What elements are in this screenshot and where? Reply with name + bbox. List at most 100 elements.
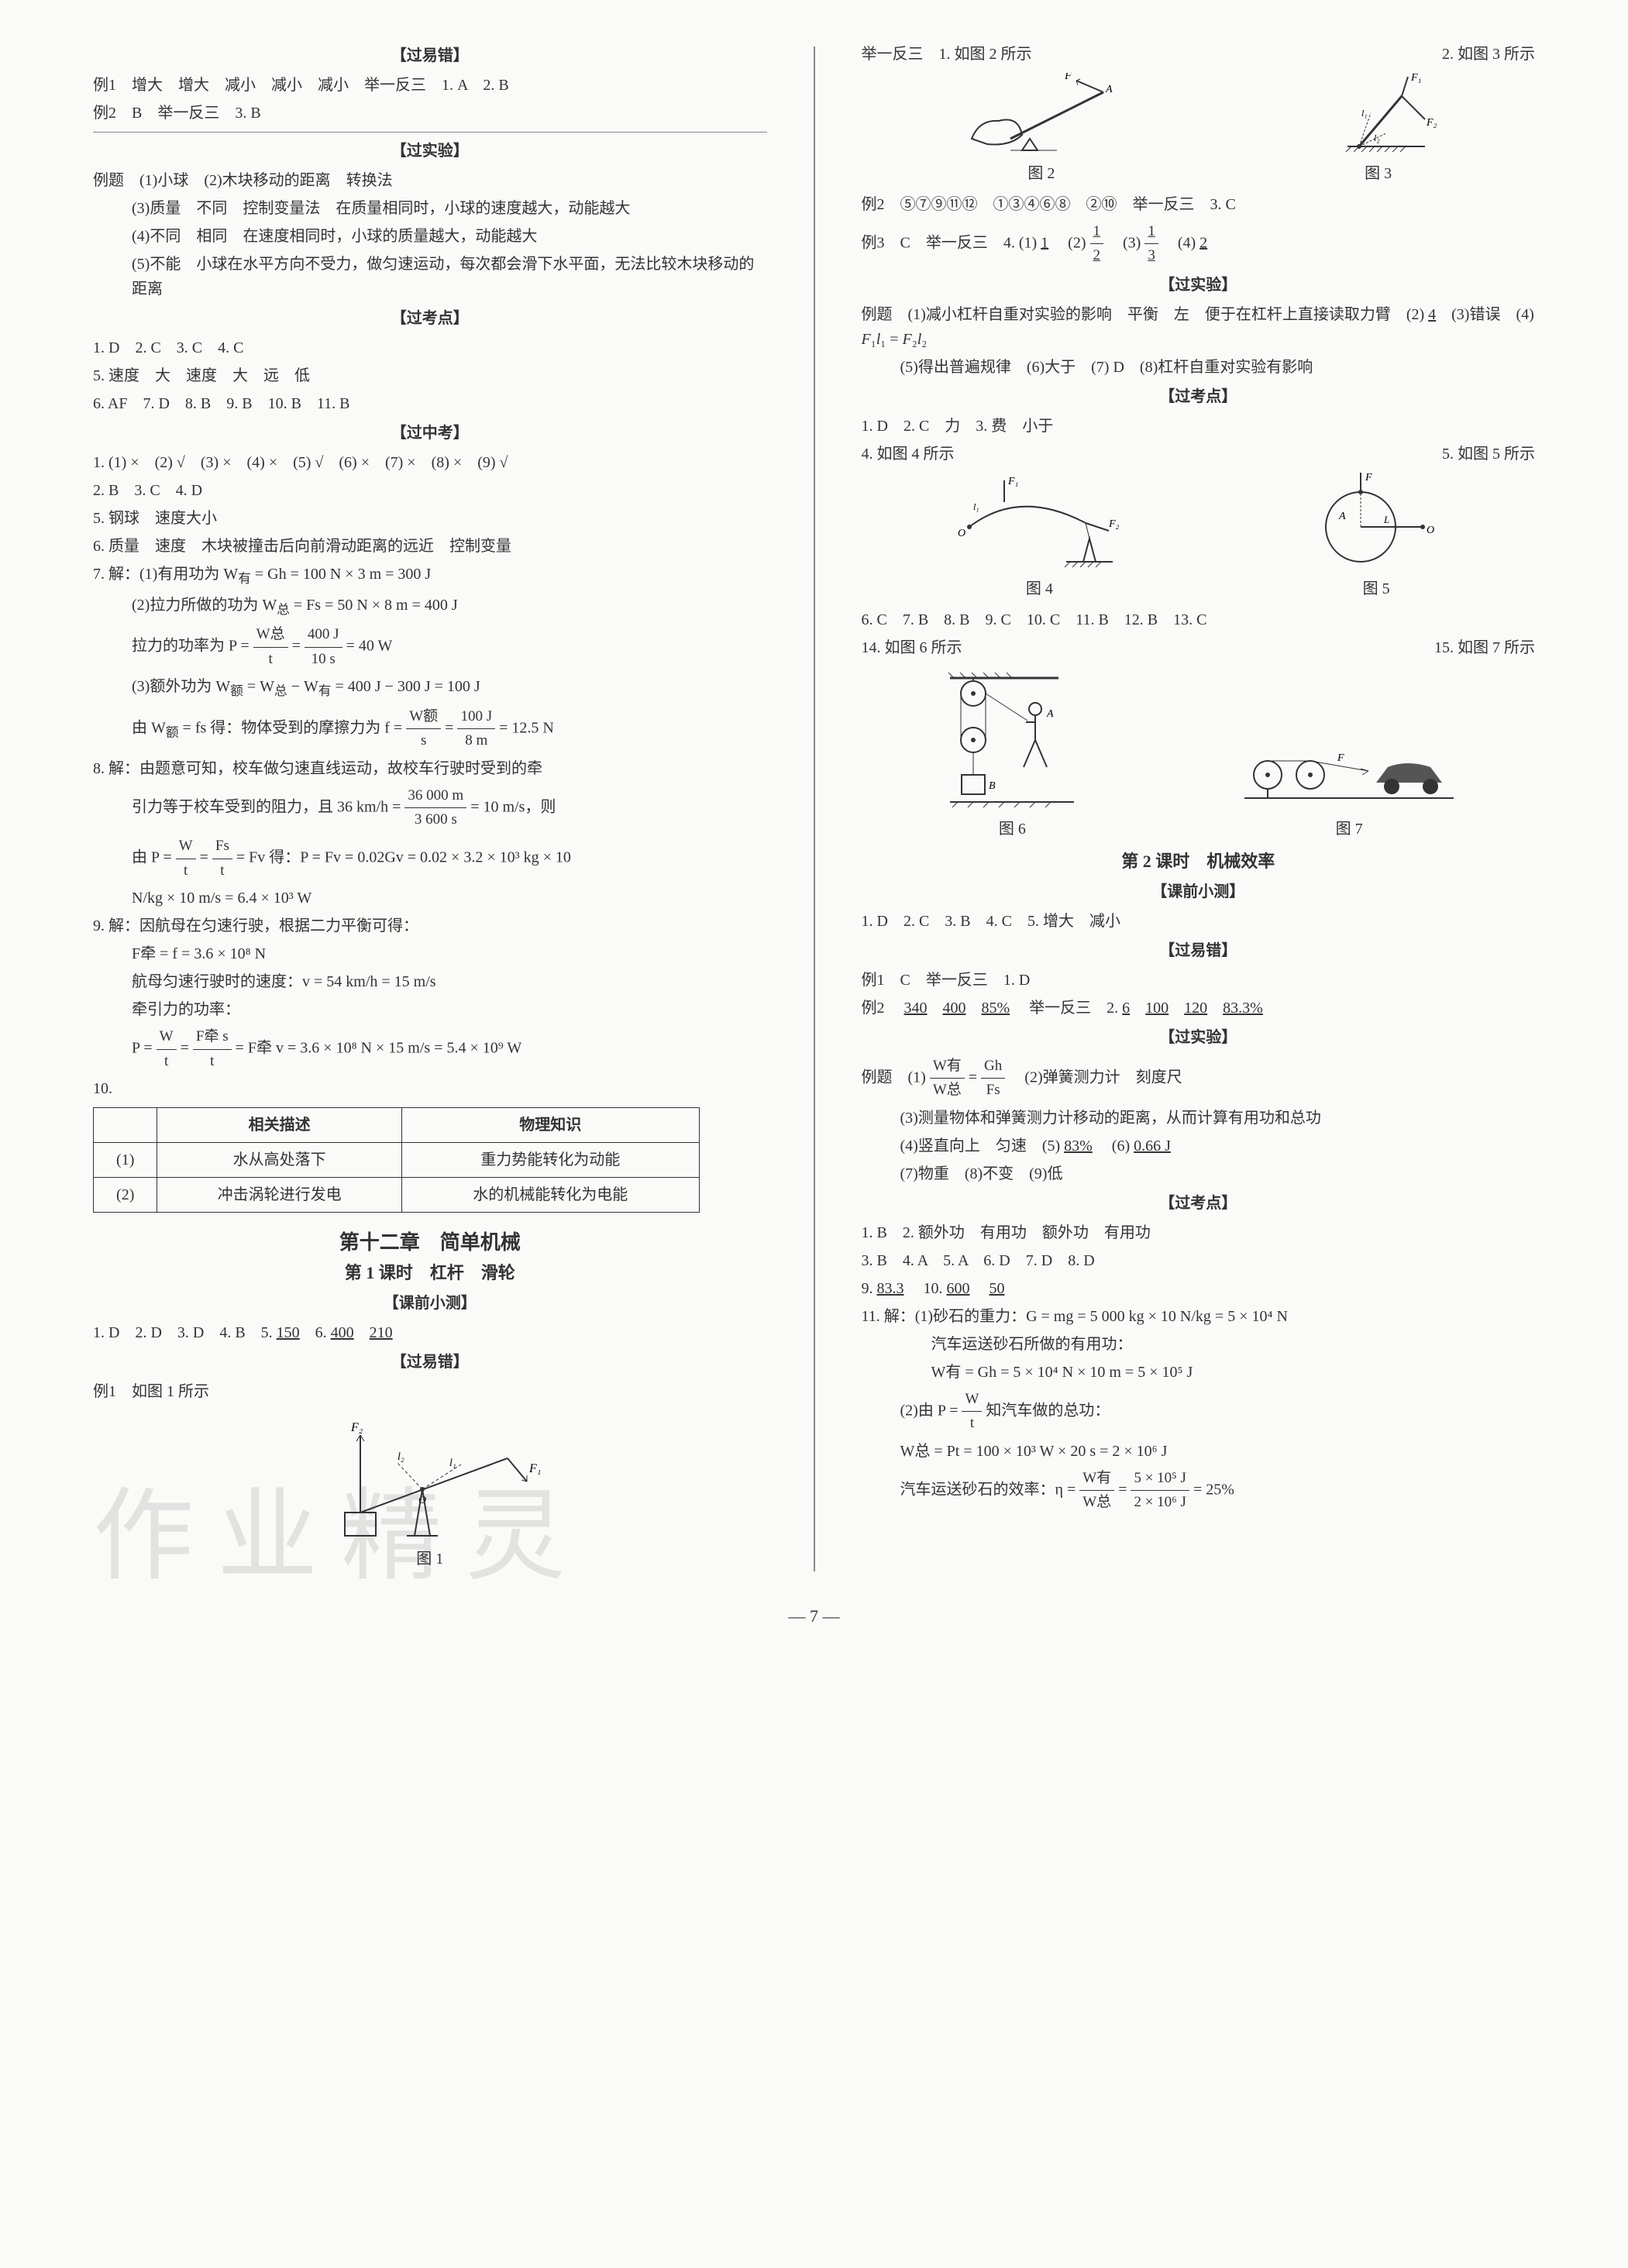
q8-line4: N/kg × 10 m/s = 6.4 × 10³ W bbox=[93, 886, 767, 910]
period-title: 第 1 课时 杠杆 滑轮 bbox=[93, 1259, 767, 1286]
table-row: 相关描述 物理知识 bbox=[94, 1107, 700, 1142]
text-line: W有 = Gh = 5 × 10⁴ N × 10 m = 5 × 10⁵ J bbox=[862, 1360, 1536, 1385]
text bbox=[974, 1280, 990, 1297]
q9-line2: F牵 = f = 3.6 × 10⁸ N bbox=[93, 941, 767, 966]
svg-text:F₂: F₂ bbox=[1108, 518, 1120, 530]
text: (2) bbox=[1052, 234, 1089, 251]
header-guokaodian: 【过考点】 bbox=[93, 306, 767, 331]
text: = F牵 v = 3.6 × 10⁸ N × 15 m/s = 5.4 × 10… bbox=[236, 1040, 522, 1057]
text-line: W总 = Pt = 100 × 10³ W × 20 s = 2 × 10⁶ J bbox=[862, 1439, 1536, 1464]
text: = W bbox=[247, 678, 274, 695]
svg-text:B: B bbox=[989, 780, 996, 792]
text: (2)弹簧测力计 刻度尺 bbox=[1009, 1069, 1182, 1086]
right-column: 举一反三 1. 如图 2 所示 2. 如图 3 所示 F A 图 2 bbox=[862, 39, 1536, 1579]
q7-line2: (2)拉力所做的功为 W总 = Fs = 50 N × 8 m = 400 J bbox=[93, 593, 767, 621]
text: 2. 如图 3 所示 bbox=[1442, 42, 1535, 67]
table-cell: 重力势能转化为动能 bbox=[401, 1142, 699, 1177]
figure-2: F A 图 2 bbox=[956, 73, 1127, 186]
text-line: 汽车运送砂石的效率：η = W有W总 = 5 × 10⁵ J2 × 10⁶ J … bbox=[862, 1467, 1536, 1515]
svg-text:l₁: l₁ bbox=[449, 1458, 456, 1469]
svg-text:O: O bbox=[958, 528, 965, 539]
text-line: (3)质量 不同 控制变量法 在质量相同时，小球的速度越大，动能越大 bbox=[93, 196, 767, 221]
q7-line3: 拉力的功率为 P = W总t = 400 J10 s = 40 W bbox=[93, 623, 767, 671]
text: = Gh = 100 N × 3 m = 300 J bbox=[251, 566, 431, 583]
text: 举一反三 1. 如图 2 所示 bbox=[862, 42, 1032, 67]
text-line: (5)不能 小球在水平方向不受力，做匀速运动，每次都会滑下水平面，无法比较木块移… bbox=[93, 252, 767, 301]
table-cell: 水从高处落下 bbox=[157, 1142, 401, 1177]
svg-text:l₂: l₂ bbox=[1374, 133, 1380, 143]
figure-6: B A 图 6 bbox=[934, 666, 1089, 841]
text-line: 3. B 4. A 5. A 6. D 7. D 8. D bbox=[862, 1248, 1536, 1273]
text: P = bbox=[132, 1040, 157, 1057]
svg-text:F₁: F₁ bbox=[1007, 476, 1018, 487]
text: = bbox=[1118, 1481, 1131, 1498]
text-line: 1. (1) × (2) √ (3) × (4) × (5) √ (6) × (… bbox=[93, 450, 767, 475]
q8-line3: 由 P = Wt = Fst = Fv 得：P = Fv = 0.02Gv = … bbox=[93, 835, 767, 883]
text-line: 例2 340 400 85% 举一反三 2. 6 100 120 83.3% bbox=[862, 996, 1536, 1020]
text-line: 1. B 2. 额外功 有用功 额外功 有用功 bbox=[862, 1220, 1536, 1245]
fig5-caption: 图 5 bbox=[1306, 576, 1446, 601]
header-guozhongkao: 【过中考】 bbox=[93, 421, 767, 446]
page-number: — 7 — bbox=[93, 1602, 1535, 1630]
text: 知汽车做的总功： bbox=[986, 1402, 1110, 1419]
text: (6) bbox=[1096, 1137, 1134, 1155]
text: 举一反三 2. bbox=[1014, 1000, 1122, 1017]
table-header: 相关描述 bbox=[157, 1107, 401, 1142]
text: = fs 得：物体受到的摩擦力为 f = bbox=[183, 719, 407, 736]
fig6-caption: 图 6 bbox=[934, 817, 1089, 841]
text: 9. bbox=[862, 1280, 877, 1297]
text-line: 11. 解：(1)砂石的重力：G = mg = 5 000 kg × 10 N/… bbox=[862, 1304, 1536, 1329]
text-line: (5)得出普遍规律 (6)大于 (7) D (8)杠杆自重对实验有影响 bbox=[862, 355, 1536, 380]
text-line: 汽车运送砂石所做的有用功： bbox=[862, 1332, 1536, 1357]
text-line: 例1 如图 1 所示 bbox=[93, 1379, 767, 1404]
text-line: 例题 (1) W有W总 = GhFs (2)弹簧测力计 刻度尺 bbox=[862, 1055, 1536, 1103]
figure-3: F₁ F₂ l₁ l₂ 图 3 bbox=[1317, 73, 1440, 186]
text-line: (4)不同 相同 在速度相同时，小球的质量越大，动能越大 bbox=[93, 224, 767, 249]
text: 汽车运送砂石的效率：η = bbox=[900, 1481, 1080, 1498]
page-root: 【过易错】 例1 增大 增大 减小 减小 减小 举一反三 1. A 2. B 例… bbox=[93, 39, 1535, 1579]
q9-line4: 牵引力的功率： bbox=[93, 997, 767, 1022]
fig2-caption: 图 2 bbox=[956, 161, 1127, 186]
fig3-caption: 图 3 bbox=[1317, 161, 1440, 186]
text-line: (4)竖直向上 匀速 (5) 83% (6) 0.66 J bbox=[862, 1134, 1536, 1158]
header-guoshiyan2: 【过实验】 bbox=[862, 1025, 1536, 1050]
q7-line5: 由 W额 = fs 得：物体受到的摩擦力为 f = W额s = 100 J8 m… bbox=[93, 705, 767, 753]
text: = bbox=[181, 1040, 193, 1057]
q10-label: 10. bbox=[93, 1076, 767, 1101]
svg-text:F₂: F₂ bbox=[1426, 117, 1437, 129]
text: 5. 如图 5 所示 bbox=[1442, 442, 1535, 466]
svg-text:L: L bbox=[1383, 514, 1389, 525]
header-guokaodian2: 【过考点】 bbox=[862, 1191, 1536, 1216]
divider-rule bbox=[93, 132, 767, 133]
text: 引力等于校车受到的阻力，且 36 km/h = bbox=[132, 798, 404, 815]
text-line: 14. 如图 6 所示 15. 如图 7 所示 bbox=[862, 635, 1536, 660]
fig4-caption: 图 4 bbox=[950, 576, 1128, 601]
text: 由 P = bbox=[132, 849, 176, 866]
text: = 400 J − 300 J = 100 J bbox=[335, 678, 480, 695]
text: 4. 如图 4 所示 bbox=[862, 442, 955, 466]
text: = bbox=[200, 849, 212, 866]
text: (3)额外功为 W bbox=[132, 678, 230, 695]
header-guoyicuo: 【过易错】 bbox=[93, 43, 767, 68]
period2-title: 第 2 课时 机械效率 bbox=[862, 848, 1536, 875]
text: 10. bbox=[908, 1280, 947, 1297]
svg-text:F: F bbox=[1337, 752, 1344, 764]
pulley-person-icon: B A bbox=[934, 666, 1089, 814]
text: (2)拉力所做的功为 W bbox=[132, 597, 277, 614]
figure-7: F 图 7 bbox=[1237, 728, 1461, 841]
q8-line1: 8. 解：由题意可知，校车做匀速直线运动，故校车行驶时受到的牵 bbox=[93, 756, 767, 781]
text: 由 W bbox=[132, 719, 166, 736]
q8-line2: 引力等于校车受到的阻力，且 36 km/h = 36 000 m3 600 s … bbox=[93, 784, 767, 832]
rock-lever-icon: F A bbox=[956, 73, 1127, 158]
left-column: 【过易错】 例1 增大 增大 减小 减小 减小 举一反三 1. A 2. B 例… bbox=[93, 39, 767, 1579]
text: (4)竖直向上 匀速 (5) bbox=[900, 1137, 1065, 1155]
text-line: 例2 B 举一反三 3. B bbox=[93, 101, 767, 126]
svg-text:A: A bbox=[1338, 511, 1346, 522]
text-line: 例1 C 举一反三 1. D bbox=[862, 968, 1536, 993]
figure-1: F₂ O l₂ l₁ F₁ 图 1 bbox=[93, 1412, 767, 1571]
svg-text:l₁: l₁ bbox=[1361, 108, 1368, 119]
q9-line1: 9. 解：因航母在匀速行驶，根据二力平衡可得： bbox=[93, 914, 767, 938]
figure-row-45: O F₁ l₁ F₂ 图 4 O F A bbox=[862, 473, 1536, 601]
text-line: 例题 (1)小球 (2)木块移动的距离 转换法 bbox=[93, 168, 767, 193]
q9-line5: P = Wt = F牵 st = F牵 v = 3.6 × 10⁸ N × 15… bbox=[93, 1025, 767, 1073]
